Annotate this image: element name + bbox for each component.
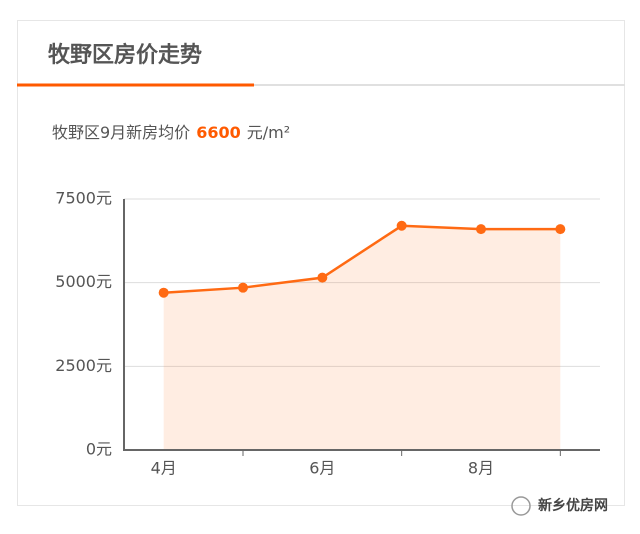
x-tick-label: 6月 — [309, 459, 335, 478]
y-tick-label: 0元 — [86, 440, 112, 459]
header-title: 牧野区房价走势 — [48, 42, 202, 68]
point — [555, 224, 566, 235]
y-tick-label: 7500元 — [55, 189, 112, 208]
point — [476, 224, 486, 235]
point — [158, 287, 169, 298]
point — [317, 272, 328, 283]
plot: 0元 2500元 5000元 7500元 4月 6月 8月 — [55, 189, 600, 478]
summary-price: 6600 — [196, 123, 241, 142]
area — [163, 225, 561, 450]
y-tick-label: 5000元 — [55, 272, 112, 291]
watermark: 新乡优房网 — [538, 497, 608, 514]
watermark-icon — [511, 496, 531, 516]
line — [163, 224, 561, 294]
x-tick-label: 4月 — [151, 459, 177, 478]
summary-prefix: 牧野区9月新房均价 — [52, 123, 190, 142]
summary: 牧野区9月新房均价 6600 元/m² — [52, 123, 290, 142]
y-tick-label: 2500元 — [55, 356, 112, 375]
summary-unit: 元/m² — [247, 123, 290, 142]
x-tick-label: 8月 — [468, 459, 494, 478]
card-border — [17, 20, 625, 506]
point — [238, 282, 248, 293]
point — [396, 220, 407, 231]
